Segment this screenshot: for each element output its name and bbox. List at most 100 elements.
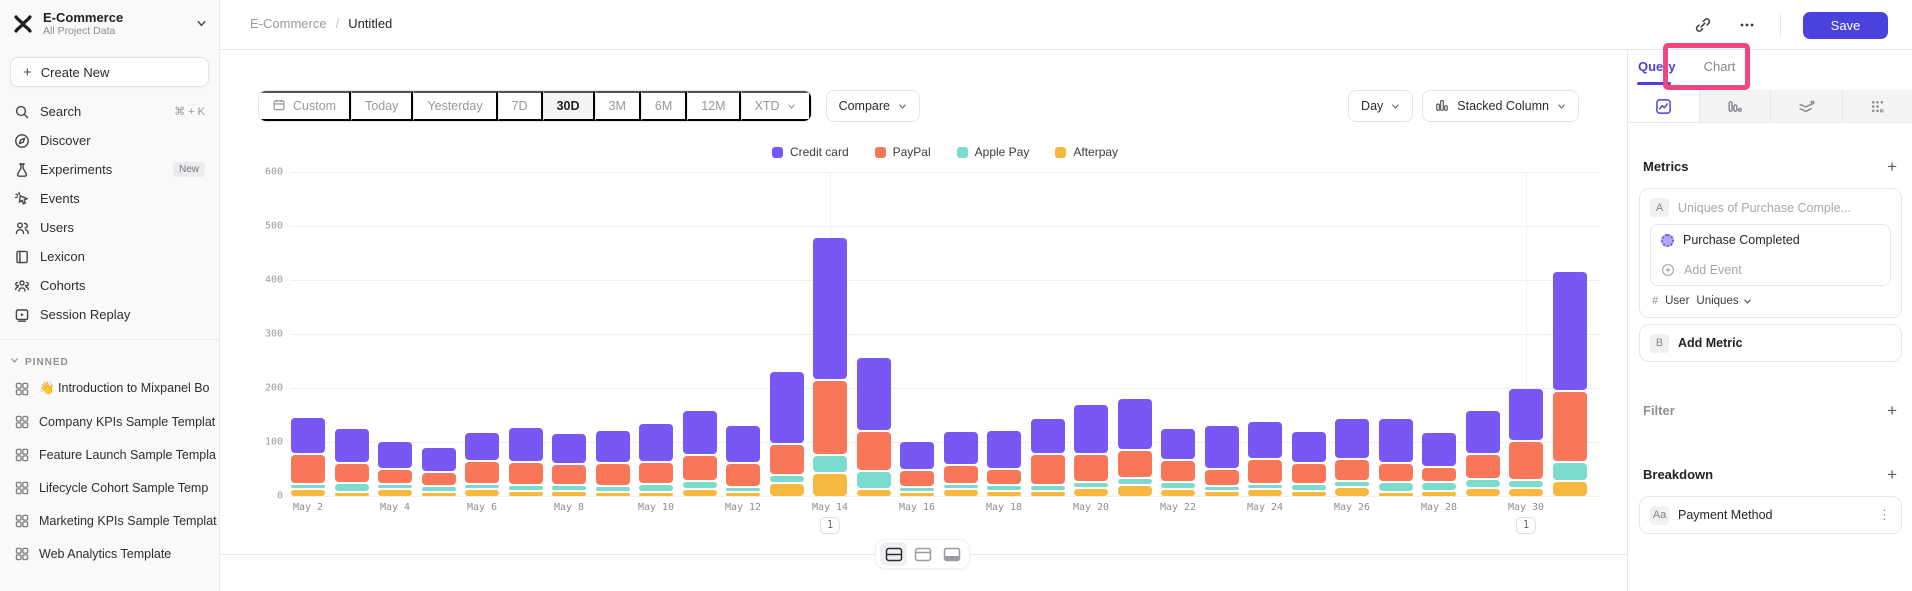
bar-segment-credit-card[interactable] [552, 434, 586, 463]
bar-segment-paypal[interactable] [682, 455, 717, 481]
bar-segment-paypal[interactable] [1335, 459, 1369, 480]
bar-segment-credit-card[interactable] [1422, 432, 1456, 466]
bar-segment-afterpay[interactable] [465, 490, 499, 496]
bar-segment-afterpay[interactable] [334, 492, 369, 496]
bar-may-27[interactable] [1378, 418, 1413, 496]
bar-segment-afterpay[interactable] [421, 492, 456, 496]
bar-segment-paypal[interactable] [1248, 459, 1282, 483]
bar-segment-apple-pay[interactable] [1465, 479, 1500, 487]
bar-segment-credit-card[interactable] [465, 433, 499, 461]
bar-segment-apple-pay[interactable] [943, 484, 978, 489]
bar-segment-credit-card[interactable] [639, 424, 673, 462]
tab-query[interactable]: Query [1638, 59, 1676, 74]
bar-segment-credit-card[interactable] [1161, 428, 1195, 459]
bar-may-19[interactable] [1030, 419, 1065, 496]
bar-segment-apple-pay[interactable] [378, 485, 412, 489]
bar-segment-paypal[interactable] [421, 472, 456, 485]
bar-segment-apple-pay[interactable] [813, 455, 847, 473]
bar-segment-paypal[interactable] [1030, 455, 1065, 485]
bar-may-23[interactable] [1204, 426, 1239, 496]
bar-segment-paypal[interactable] [291, 455, 325, 483]
bar-may-3[interactable] [334, 428, 369, 496]
bar-segment-credit-card[interactable] [1117, 399, 1152, 449]
add-breakdown-plus-icon[interactable]: + [1887, 465, 1897, 484]
bar-segment-apple-pay[interactable] [900, 488, 934, 491]
range-button-yesterday[interactable]: Yesterday [413, 91, 498, 121]
range-button-custom[interactable]: Custom [259, 91, 352, 121]
bar-segment-credit-card[interactable] [943, 432, 978, 464]
bar-may-15[interactable] [856, 358, 891, 496]
bar-segment-afterpay[interactable] [1248, 490, 1282, 496]
bar-segment-afterpay[interactable] [726, 493, 760, 496]
bar-segment-paypal[interactable] [943, 465, 978, 483]
bar-segment-afterpay[interactable] [900, 493, 934, 496]
create-new-button[interactable]: + Create New [10, 57, 209, 87]
bar-segment-afterpay[interactable] [291, 489, 325, 496]
bar-may-6[interactable] [465, 433, 499, 496]
bar-segment-afterpay[interactable] [682, 490, 717, 496]
range-button-6m[interactable]: 6M [640, 91, 688, 121]
project-switcher[interactable]: E-Commerce All Project Data [0, 0, 219, 45]
bar-may-26[interactable] [1335, 419, 1369, 496]
bar-segment-credit-card[interactable] [900, 442, 934, 470]
chart-only-toggle-icon[interactable] [909, 542, 936, 566]
tab-insights[interactable] [1628, 90, 1700, 122]
bar-segment-credit-card[interactable] [1509, 388, 1543, 441]
legend-item-paypal[interactable]: PayPal [874, 145, 931, 159]
bar-may-2[interactable] [291, 417, 325, 496]
range-button-today[interactable]: Today [351, 91, 414, 121]
bar-segment-apple-pay[interactable] [421, 486, 456, 491]
bar-segment-apple-pay[interactable] [769, 475, 804, 482]
bar-segment-apple-pay[interactable] [1117, 478, 1152, 485]
bar-segment-afterpay[interactable] [595, 492, 630, 496]
bar-segment-credit-card[interactable] [1248, 422, 1282, 458]
bar-may-8[interactable] [552, 434, 586, 496]
legend-item-apple-pay[interactable]: Apple Pay [956, 145, 1029, 159]
bar-may-13[interactable] [769, 372, 804, 496]
bar-segment-afterpay[interactable] [639, 493, 673, 496]
pinned-item-marketing-kpis-sample-templat[interactable]: Marketing KPIs Sample Templat [0, 504, 219, 537]
sidebar-item-users[interactable]: Users [0, 213, 219, 242]
bar-segment-paypal[interactable] [1204, 470, 1239, 486]
tab-funnels[interactable] [1700, 90, 1771, 122]
bar-segment-paypal[interactable] [726, 463, 760, 486]
bar-segment-credit-card[interactable] [726, 425, 760, 462]
bar-segment-afterpay[interactable] [1422, 492, 1456, 496]
bar-segment-apple-pay[interactable] [682, 482, 717, 489]
bar-segment-paypal[interactable] [813, 380, 847, 454]
metric-summary-row[interactable]: A Uniques of Purchase Comple... [1640, 189, 1901, 224]
bar-segment-afterpay[interactable] [856, 490, 891, 496]
bar-segment-afterpay[interactable] [1465, 488, 1500, 496]
bar-segment-credit-card[interactable] [1204, 426, 1239, 469]
annotation-badge-may-14[interactable]: 1 [819, 517, 841, 534]
sidebar-item-discover[interactable]: Discover [0, 126, 219, 155]
bar-may-18[interactable] [987, 431, 1021, 496]
bar-may-25[interactable] [1291, 432, 1326, 496]
bar-segment-credit-card[interactable] [1465, 410, 1500, 453]
bar-segment-afterpay[interactable] [769, 483, 804, 496]
split-view-toggle-icon[interactable] [880, 542, 907, 566]
bar-segment-credit-card[interactable] [856, 358, 891, 431]
sidebar-item-search[interactable]: Search ⌘ + K [0, 97, 219, 126]
bar-segment-paypal[interactable] [987, 469, 1021, 484]
pinned-item-web-analytics-template[interactable]: Web Analytics Template [0, 537, 219, 570]
event-row[interactable]: Purchase Completed [1651, 225, 1890, 255]
bar-segment-apple-pay[interactable] [1509, 481, 1543, 487]
bar-segment-apple-pay[interactable] [1335, 481, 1369, 486]
bar-segment-apple-pay[interactable] [508, 486, 543, 490]
tab-chart[interactable]: Chart [1703, 59, 1736, 74]
bar-segment-apple-pay[interactable] [726, 488, 760, 491]
bar-segment-afterpay[interactable] [1204, 492, 1239, 496]
bar-segment-credit-card[interactable] [1378, 418, 1413, 462]
bar-segment-afterpay[interactable] [1117, 486, 1152, 496]
bar-segment-afterpay[interactable] [1335, 487, 1369, 496]
bar-segment-afterpay[interactable] [1074, 489, 1108, 496]
bar-segment-paypal[interactable] [856, 432, 891, 471]
compare-dropdown[interactable]: Compare [825, 90, 920, 122]
bar-segment-apple-pay[interactable] [1552, 463, 1587, 480]
bar-may-12[interactable] [726, 425, 760, 496]
measure-type-dropdown[interactable]: Uniques [1696, 295, 1751, 307]
bar-segment-credit-card[interactable] [334, 428, 369, 463]
breadcrumb-report-name[interactable]: Untitled [348, 16, 393, 31]
bar-segment-paypal[interactable] [1422, 467, 1456, 482]
